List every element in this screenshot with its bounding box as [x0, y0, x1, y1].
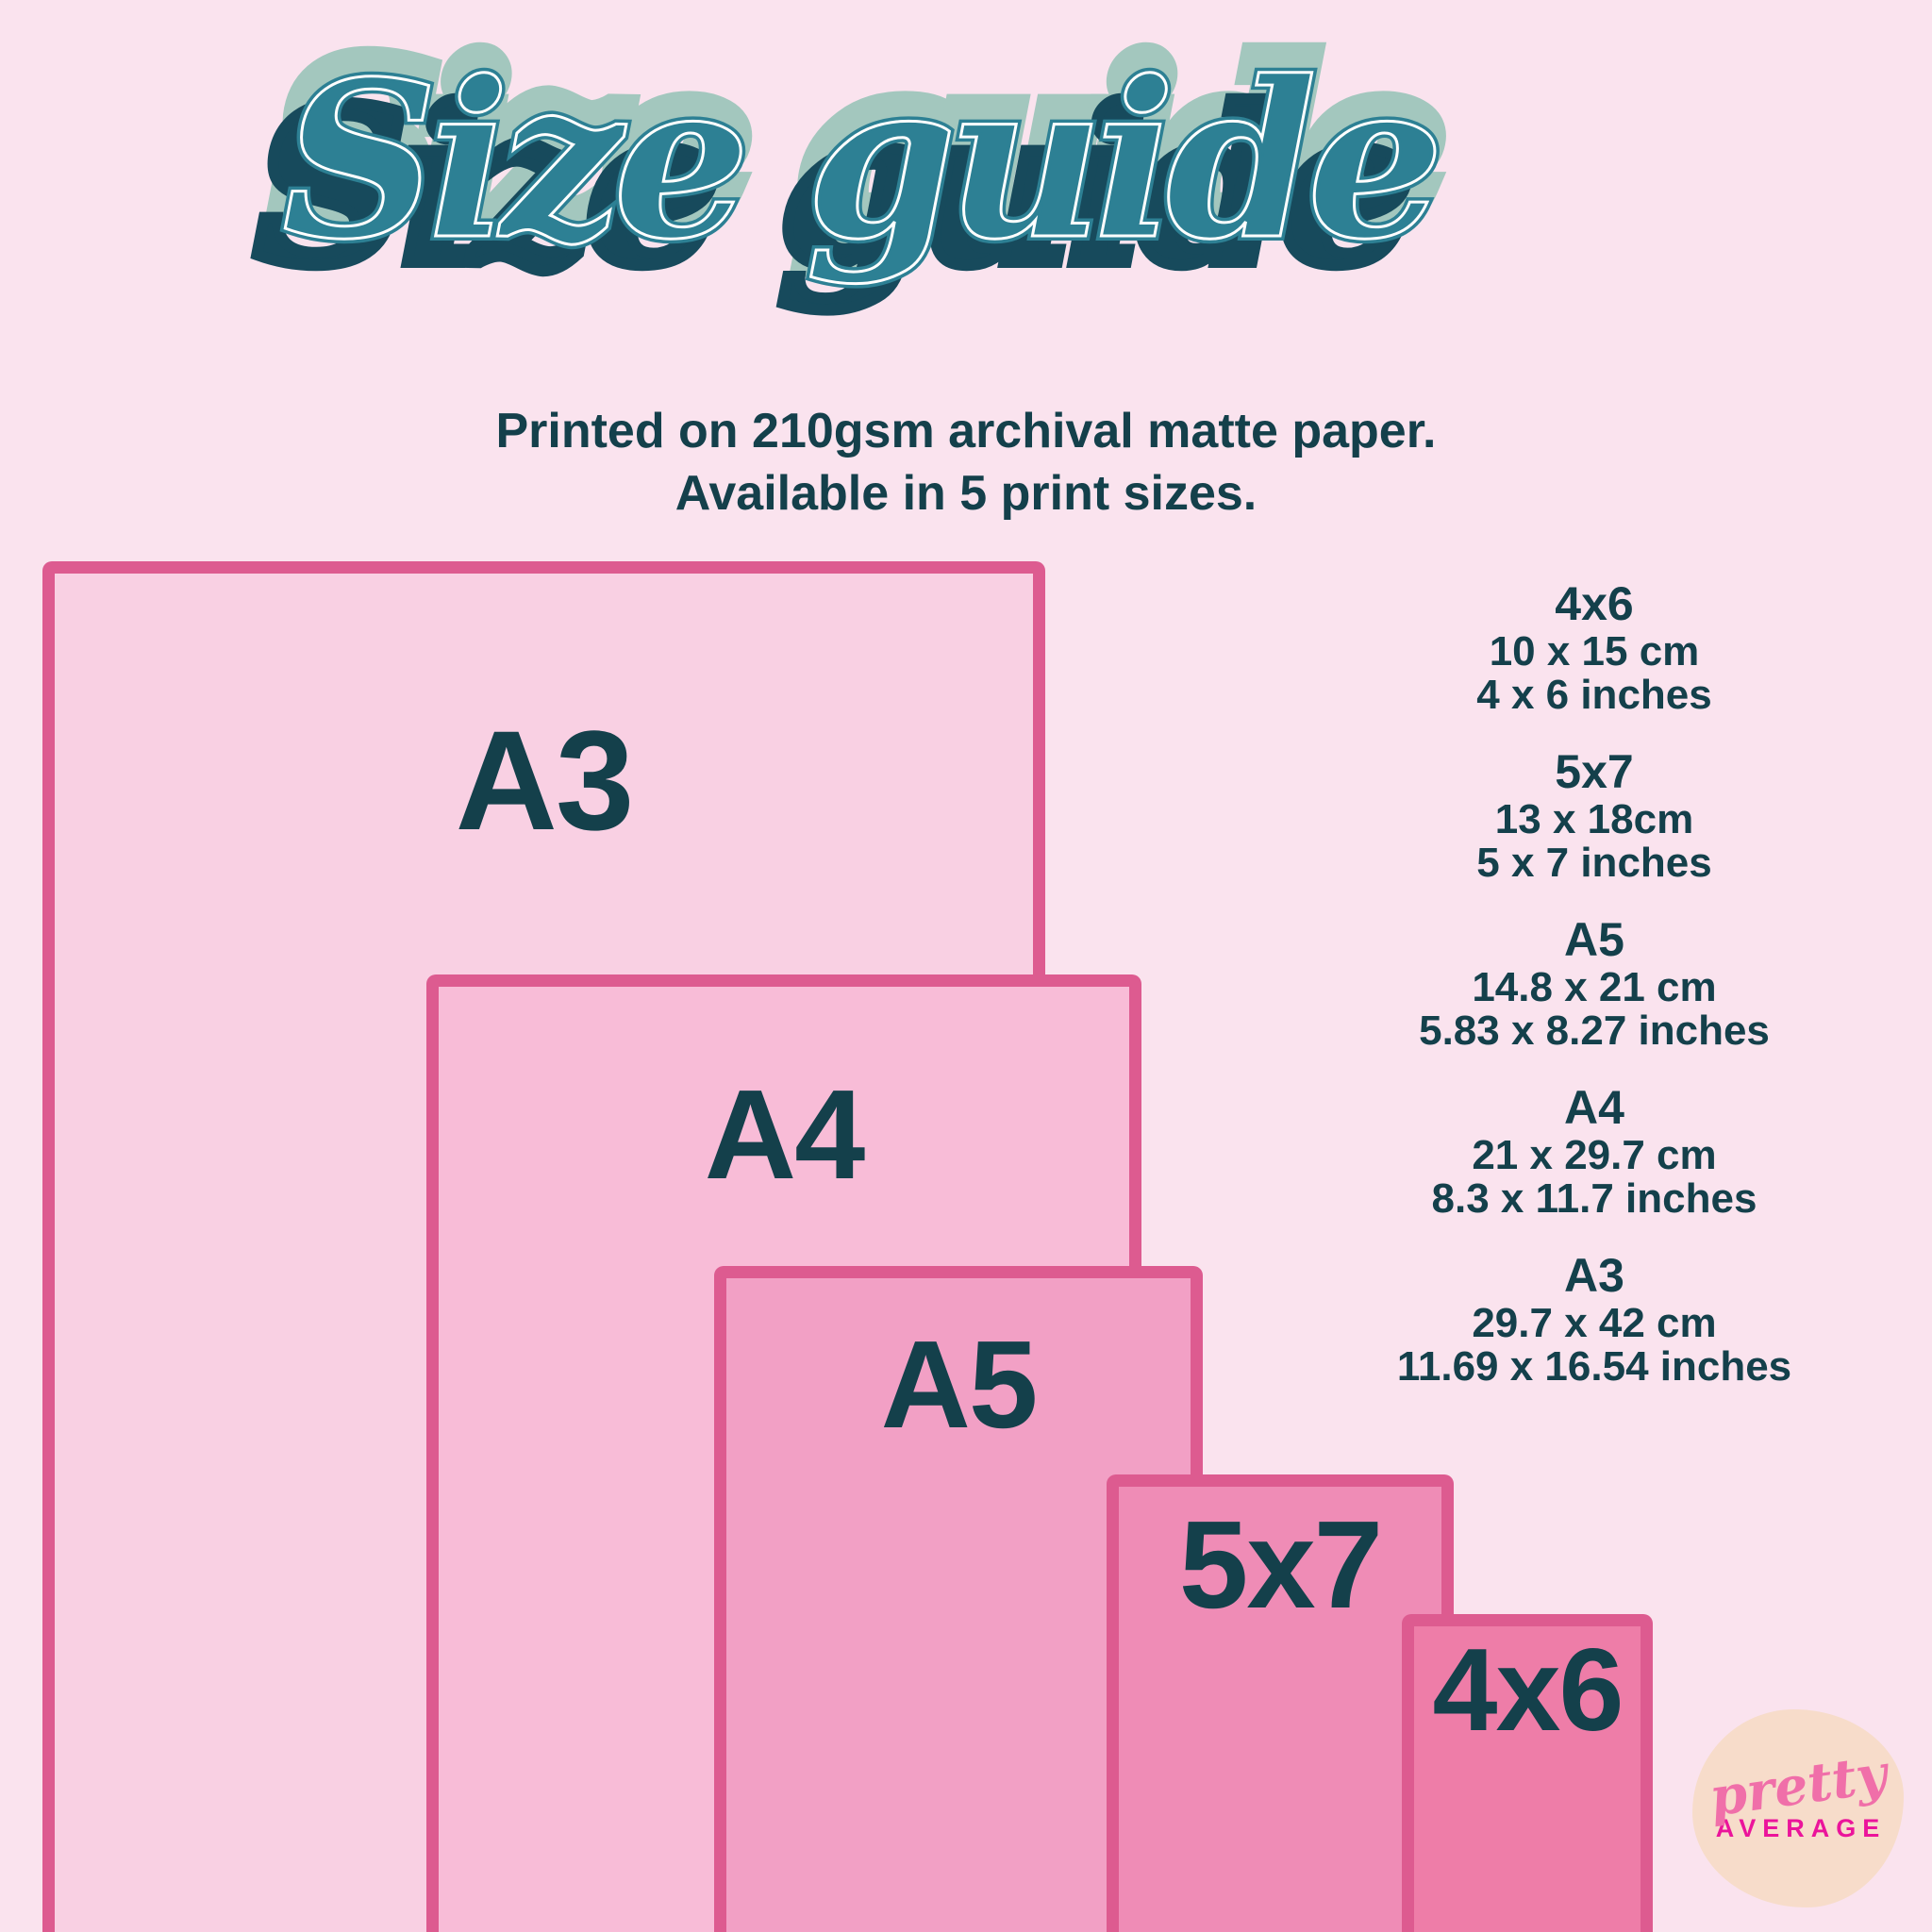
- spec-name-a4: A4: [1564, 1081, 1624, 1134]
- size-rect-4x6-label: 4x6: [1432, 1625, 1624, 1756]
- size-spec-list: 4x6 10 x 15 cm 4 x 6 inches 5x7 13 x 18c…: [1311, 577, 1877, 1417]
- page-title-main-layer: Size guide: [277, 29, 1448, 291]
- page-title-inline-layer: Size guide: [281, 33, 1445, 289]
- size-rect-a3-label: A3: [455, 701, 635, 859]
- spec-name-a3: A3: [1564, 1249, 1624, 1302]
- spec-group-4x6: 4x6 10 x 15 cm 4 x 6 inches: [1311, 577, 1877, 717]
- spec-inches-a3: 11.69 x 16.54 inches: [1396, 1343, 1792, 1390]
- page-title-shadow-layer: Size guide: [248, 55, 1421, 319]
- brand-logo: pretty AVERAGE: [1692, 1709, 1904, 1907]
- spec-group-a4: A4 21 x 29.7 cm 8.3 x 11.7 inches: [1311, 1081, 1877, 1221]
- page-title-halo-layer: Size guide: [263, 4, 1455, 287]
- spec-name-4x6: 4x6: [1555, 577, 1634, 630]
- spec-group-a3: A3 29.7 x 42 cm 11.69 x 16.54 inches: [1311, 1249, 1877, 1389]
- brand-logo-word-average: AVERAGE: [1715, 1813, 1887, 1842]
- subtitle: Printed on 210gsm archival matte paper. …: [0, 400, 1932, 525]
- subtitle-line-1: Printed on 210gsm archival matte paper.: [495, 404, 1437, 458]
- spec-inches-5x7: 5 x 7 inches: [1476, 840, 1712, 886]
- spec-inches-a4: 8.3 x 11.7 inches: [1431, 1175, 1757, 1222]
- spec-cm-a4: 21 x 29.7 cm: [1472, 1132, 1717, 1178]
- spec-group-5x7: 5x7 13 x 18cm 5 x 7 inches: [1311, 745, 1877, 885]
- spec-group-a5: A5 14.8 x 21 cm 5.83 x 8.27 inches: [1311, 913, 1877, 1053]
- spec-cm-4x6: 10 x 15 cm: [1489, 628, 1700, 675]
- size-rect-4x6: 4x6: [1402, 1614, 1653, 1932]
- spec-cm-5x7: 13 x 18cm: [1494, 796, 1694, 842]
- size-rect-a5-label: A5: [880, 1315, 1039, 1454]
- spec-inches-a5: 5.83 x 8.27 inches: [1419, 1008, 1770, 1054]
- size-rect-a4-label: A4: [704, 1063, 866, 1206]
- spec-inches-4x6: 4 x 6 inches: [1476, 672, 1712, 718]
- page-title: Size guide Size guide Size guide Size gu…: [0, 4, 1717, 321]
- spec-cm-a3: 29.7 x 42 cm: [1472, 1300, 1717, 1346]
- subtitle-line-2: Available in 5 print sizes.: [675, 466, 1257, 521]
- spec-cm-a5: 14.8 x 21 cm: [1472, 964, 1717, 1010]
- spec-name-a5: A5: [1564, 913, 1624, 966]
- size-rect-5x7-label: 5x7: [1178, 1495, 1383, 1634]
- spec-name-5x7: 5x7: [1555, 745, 1634, 798]
- brand-logo-word-pretty: pretty: [1706, 1741, 1890, 1829]
